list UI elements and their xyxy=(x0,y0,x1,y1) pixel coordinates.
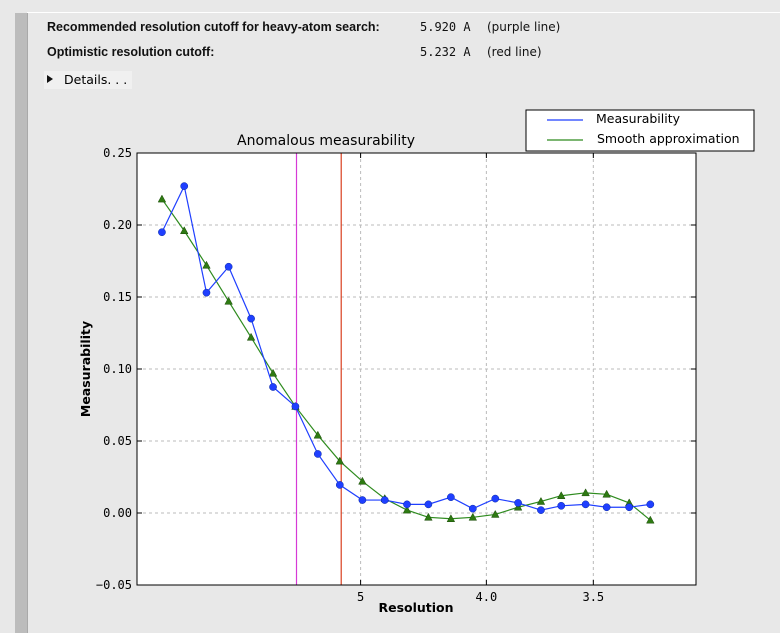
measurability-point xyxy=(380,496,389,504)
recommended-cutoff-value: 5.920 A xyxy=(420,20,471,34)
smooth-approximation-point xyxy=(491,509,500,518)
optimistic-cutoff-note: (red line) xyxy=(487,45,542,59)
smooth-approximation-point xyxy=(468,512,478,521)
x-tick-label: 4.0 xyxy=(476,590,498,604)
measurability-point xyxy=(247,314,255,323)
measurability-point xyxy=(358,496,367,504)
smooth-approximation-point xyxy=(224,296,233,305)
measurability-point xyxy=(468,504,477,513)
smooth-approximation-point xyxy=(335,456,345,465)
smooth-approximation-point xyxy=(358,476,367,485)
smooth-approximation-point xyxy=(646,515,655,524)
y-tick-label: 0.20 xyxy=(103,218,132,232)
details-label: Details. . . xyxy=(64,72,128,87)
divider xyxy=(27,12,780,13)
measurability-point xyxy=(514,499,522,507)
measurability-point xyxy=(335,481,344,489)
legend: Measurability Smooth approximation xyxy=(525,109,755,152)
y-axis-label: Measurability xyxy=(78,321,93,417)
smooth-approximation-point xyxy=(180,226,189,235)
disclosure-triangle-icon xyxy=(47,75,53,83)
legend-label-measurability: Measurability xyxy=(596,111,681,126)
measurability-point xyxy=(202,288,211,297)
smooth-approximation-point xyxy=(313,430,323,439)
smooth-approximation-point xyxy=(402,505,412,514)
y-tick-label: 0.10 xyxy=(103,362,132,376)
measurability-point xyxy=(491,494,500,503)
measurability-point xyxy=(557,501,566,510)
measurability-point xyxy=(224,262,233,271)
legend-box xyxy=(525,109,755,152)
measurability-point xyxy=(447,493,455,502)
x-tick-label: 3.5 xyxy=(582,590,604,604)
y-tick-label: 0.00 xyxy=(103,506,132,520)
smooth-approximation-point xyxy=(246,332,256,341)
measurability-point xyxy=(537,506,545,514)
y-tick-label: −0.05 xyxy=(96,578,132,592)
optimistic-cutoff-row: Optimistic resolution cutoff: 5.232 A (r… xyxy=(0,45,780,61)
measurability-point xyxy=(424,500,433,509)
recommended-cutoff-note: (purple line) xyxy=(487,20,561,34)
recommended-cutoff-row: Recommended resolution cutoff for heavy-… xyxy=(0,20,780,36)
measurability-point xyxy=(313,450,322,458)
measurability-point xyxy=(602,503,611,512)
chart-title: Anomalous measurability xyxy=(237,133,415,149)
details-disclosure[interactable]: Details. . . xyxy=(44,71,132,89)
measurability-point xyxy=(180,182,189,190)
measurability-point xyxy=(291,402,300,411)
window-left-border xyxy=(15,13,28,633)
legend-label-smooth: Smooth approximation xyxy=(597,131,740,146)
smooth-approximation-point xyxy=(446,514,456,523)
x-axis-label: Resolution xyxy=(378,600,453,615)
smooth-approximation-point xyxy=(424,512,433,521)
y-tick-label: 0.25 xyxy=(103,146,132,160)
smooth-approximation-point xyxy=(536,496,546,505)
smooth-approximation-point xyxy=(602,489,611,498)
recommended-cutoff-label: Recommended resolution cutoff for heavy-… xyxy=(47,20,380,34)
measurability-point xyxy=(269,383,277,391)
smooth-approximation-point xyxy=(157,194,167,203)
measurability-point xyxy=(625,503,634,512)
y-tick-label: 0.05 xyxy=(103,434,132,448)
y-tick-label: 0.15 xyxy=(103,290,132,304)
smooth-approximation-point xyxy=(581,488,590,497)
measurability-point xyxy=(158,228,166,237)
measurability-point xyxy=(403,500,411,509)
optimistic-cutoff-label: Optimistic resolution cutoff: xyxy=(47,45,215,59)
smooth-approximation-point xyxy=(268,368,278,377)
x-tick-label: 5 xyxy=(357,590,364,604)
smooth-approximation-point xyxy=(557,491,566,499)
measurability-point xyxy=(646,500,655,509)
smooth-approximation-point xyxy=(202,260,211,269)
optimistic-cutoff-value: 5.232 A xyxy=(420,45,471,59)
measurability-point xyxy=(581,500,590,509)
